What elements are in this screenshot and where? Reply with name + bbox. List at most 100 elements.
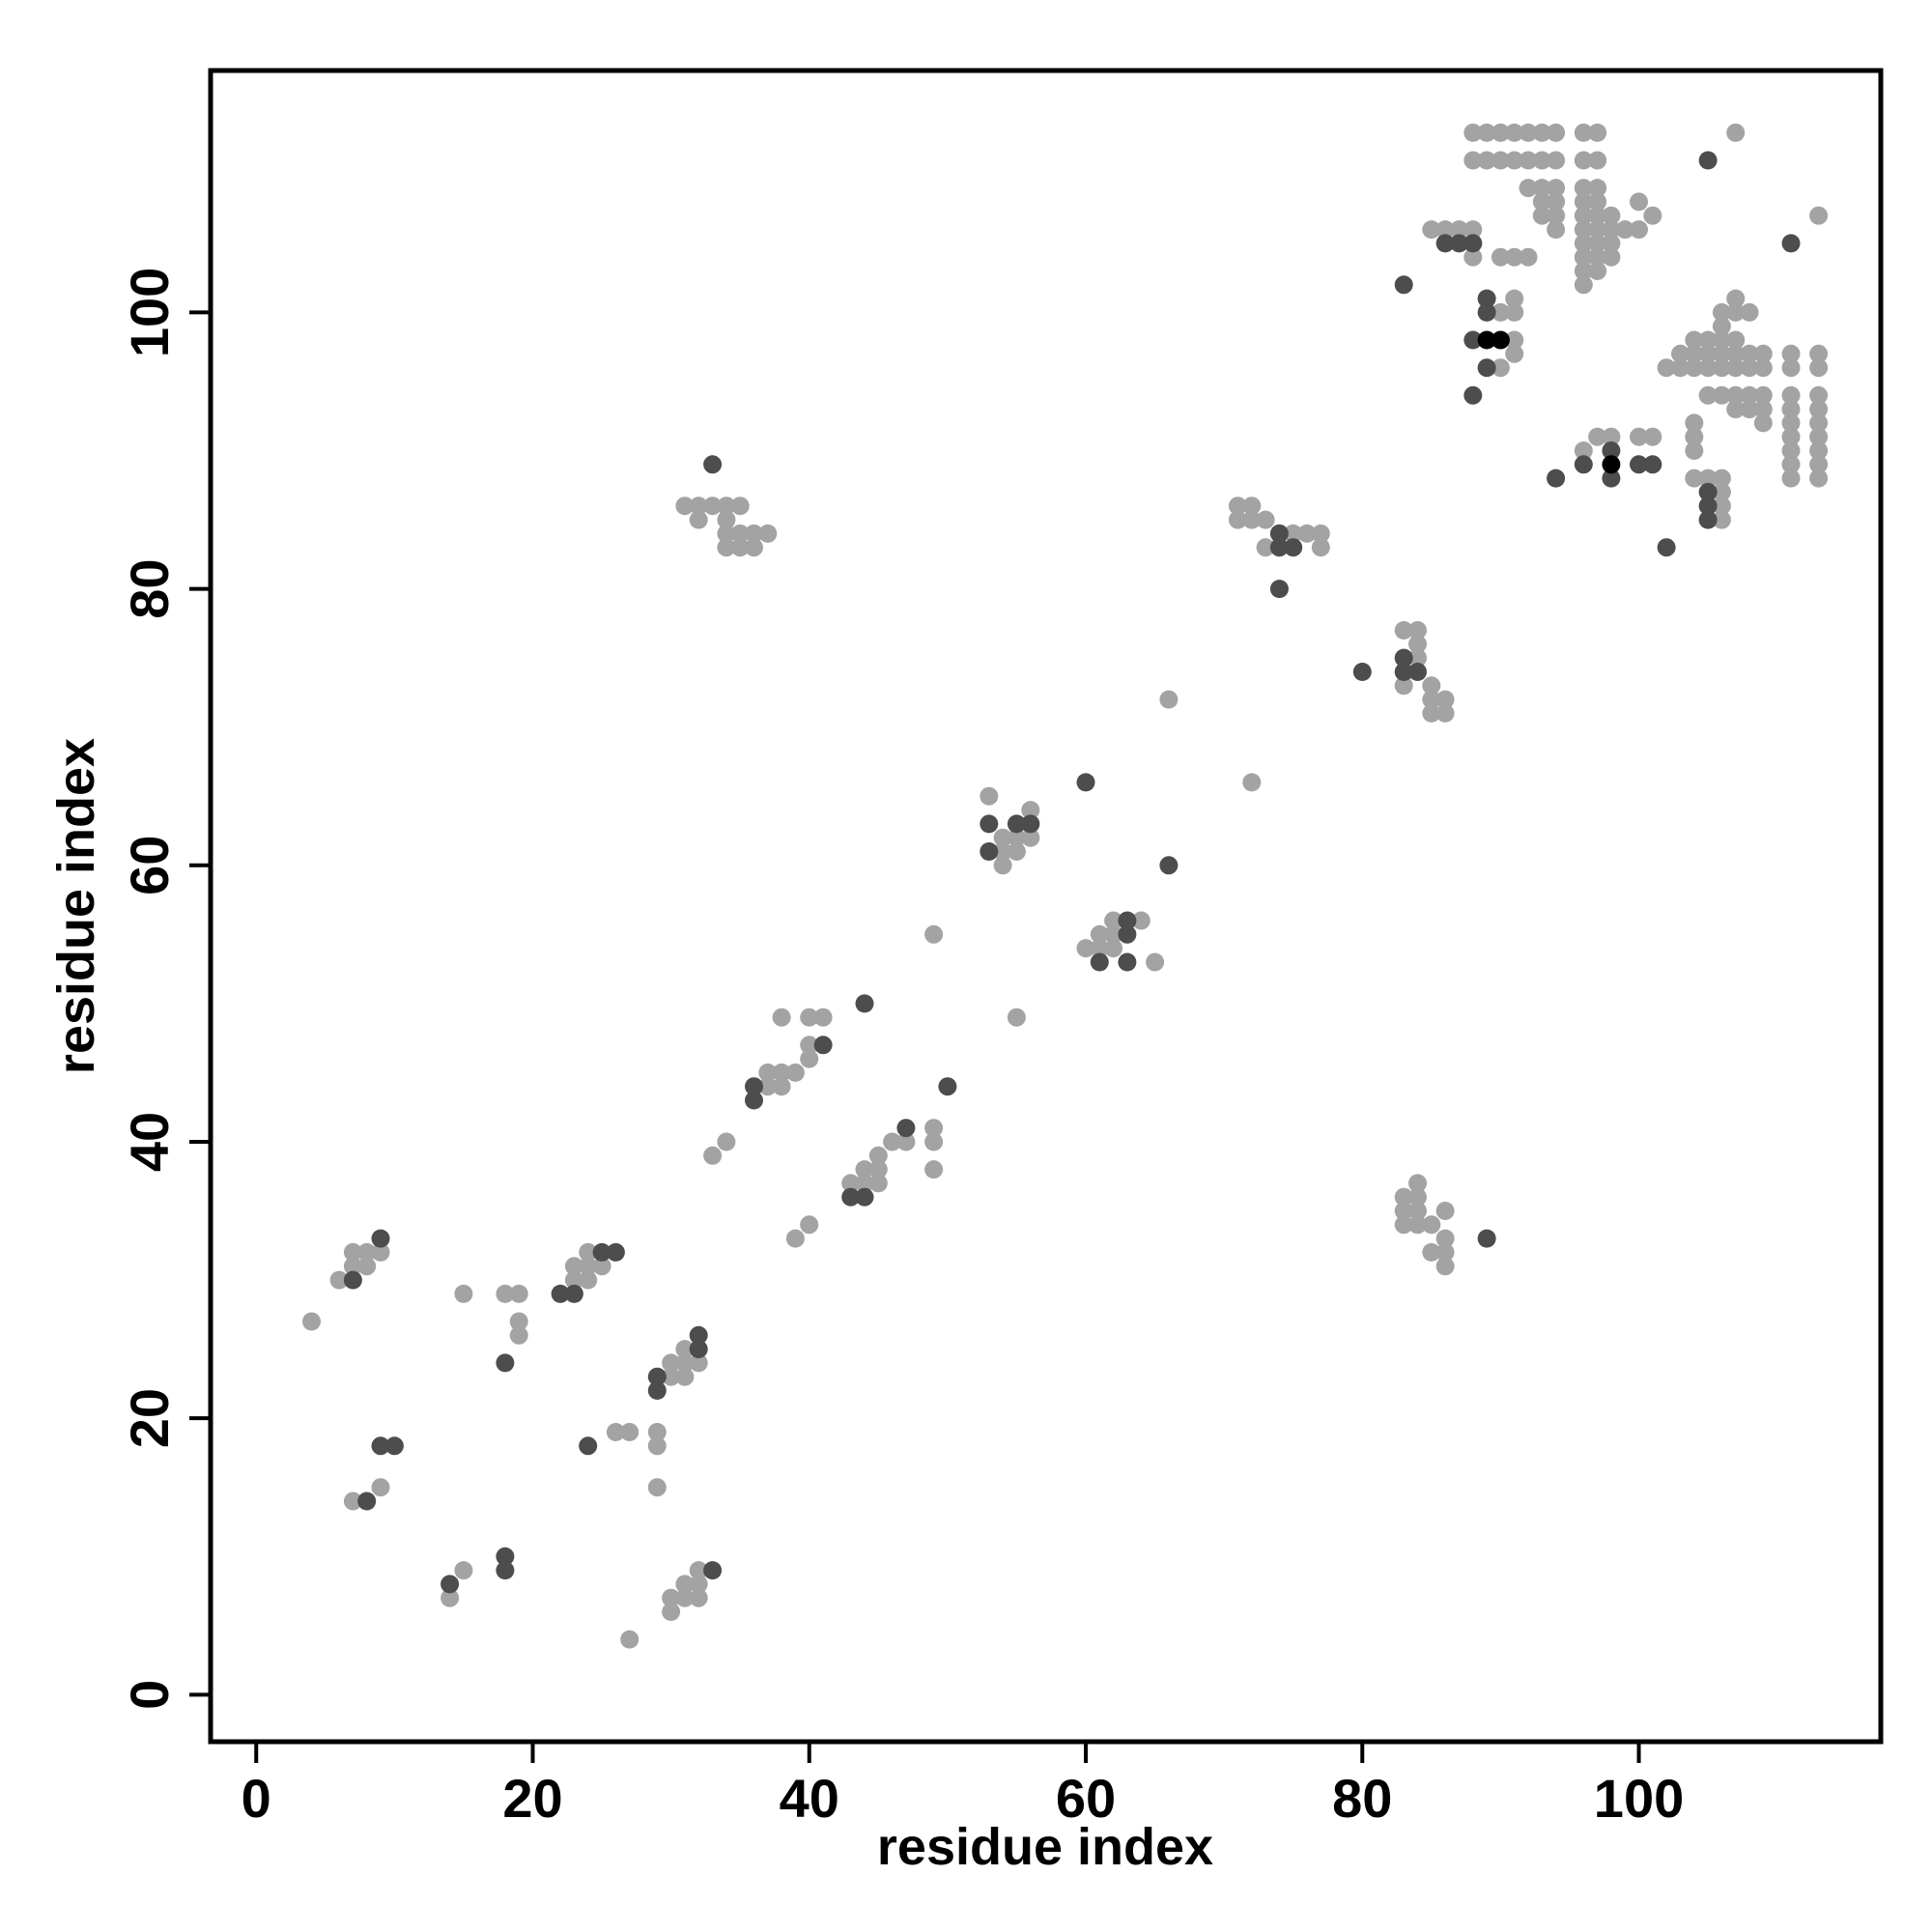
data-point (1602, 427, 1621, 446)
data-point (1463, 220, 1483, 240)
points-layer (302, 123, 1829, 1649)
data-point (1574, 262, 1593, 280)
data-point (1408, 648, 1427, 668)
data-point (703, 1146, 723, 1165)
data-point (717, 497, 736, 516)
data-point (357, 1257, 377, 1276)
data-point (855, 1160, 874, 1179)
data-point (1753, 400, 1773, 419)
data-point (924, 1119, 944, 1138)
data-point (1602, 469, 1621, 488)
data-point (1256, 510, 1275, 529)
data-point (1021, 814, 1040, 834)
data-point (579, 1242, 598, 1262)
data-point (1408, 663, 1427, 681)
data-point (592, 1257, 611, 1276)
data-point (1712, 510, 1731, 529)
data-point (785, 1063, 805, 1082)
data-point (1104, 911, 1123, 930)
data-point (993, 842, 1012, 861)
data-point (1394, 1202, 1413, 1220)
data-point (813, 1008, 833, 1027)
data-point (1547, 206, 1566, 225)
data-point (1685, 358, 1704, 378)
data-point (1547, 192, 1566, 212)
data-point (1242, 510, 1262, 529)
data-point (1740, 302, 1759, 322)
data-point (509, 1284, 528, 1303)
data-point (1547, 469, 1566, 488)
data-point (1726, 289, 1746, 308)
data-point (689, 1340, 708, 1359)
data-point (1602, 206, 1621, 225)
data-point (675, 497, 695, 516)
data-point (564, 1257, 583, 1276)
data-point (1491, 358, 1510, 378)
data-point (1505, 302, 1524, 322)
data-point (620, 1423, 639, 1441)
data-point (1146, 952, 1165, 972)
data-point (1269, 524, 1289, 543)
data-point (1740, 400, 1759, 419)
data-point (1477, 330, 1496, 350)
data-point (1090, 939, 1109, 958)
data-point (1519, 247, 1538, 267)
data-point (993, 828, 1012, 847)
data-point (329, 1270, 349, 1290)
data-point (1090, 924, 1109, 944)
data-point (1505, 151, 1524, 170)
data-point (1519, 123, 1538, 142)
data-point (730, 497, 750, 516)
data-point (772, 1063, 791, 1082)
data-point (924, 924, 944, 944)
data-point (1643, 455, 1662, 474)
data-point (1505, 247, 1524, 267)
plot-frame (208, 68, 1884, 1745)
data-point (1726, 123, 1746, 142)
data-point (1643, 206, 1662, 225)
data-point (371, 1436, 390, 1456)
data-point (662, 1367, 681, 1386)
data-point (1588, 123, 1607, 142)
data-point (1131, 911, 1151, 930)
data-point (1781, 427, 1801, 446)
data-point (1159, 690, 1179, 709)
data-point (675, 1340, 695, 1359)
data-point (1574, 275, 1593, 295)
data-point (1463, 151, 1483, 170)
data-point (1435, 1242, 1455, 1262)
data-point (509, 1312, 528, 1331)
data-point (1547, 220, 1566, 240)
data-point (1284, 524, 1303, 543)
data-point (1588, 151, 1607, 170)
data-point (1574, 151, 1593, 170)
data-point (1671, 358, 1690, 378)
data-point (703, 455, 723, 474)
x-tick-label: 60 (1056, 1768, 1116, 1829)
data-point (1588, 192, 1607, 212)
data-point (1712, 385, 1731, 405)
data-point (1671, 344, 1690, 363)
data-point (1698, 358, 1718, 378)
y-tick-label: 100 (119, 268, 180, 357)
data-point (1394, 663, 1413, 681)
data-point (1242, 497, 1262, 516)
data-point (1435, 220, 1455, 240)
data-point (496, 1547, 515, 1566)
y-tick-label: 60 (119, 836, 180, 895)
data-point (717, 538, 736, 557)
data-point (620, 1630, 639, 1649)
data-point (1076, 939, 1095, 958)
data-point (1809, 385, 1829, 405)
data-point (1602, 220, 1621, 240)
data-point (1422, 676, 1441, 696)
data-point (1463, 330, 1483, 350)
data-point (1574, 179, 1593, 198)
data-point (1021, 801, 1040, 820)
data-point (1477, 1229, 1496, 1248)
data-point (800, 1008, 819, 1027)
data-point (1394, 676, 1413, 696)
data-point (1615, 220, 1634, 240)
data-point (1698, 497, 1718, 516)
data-point (1007, 842, 1026, 861)
